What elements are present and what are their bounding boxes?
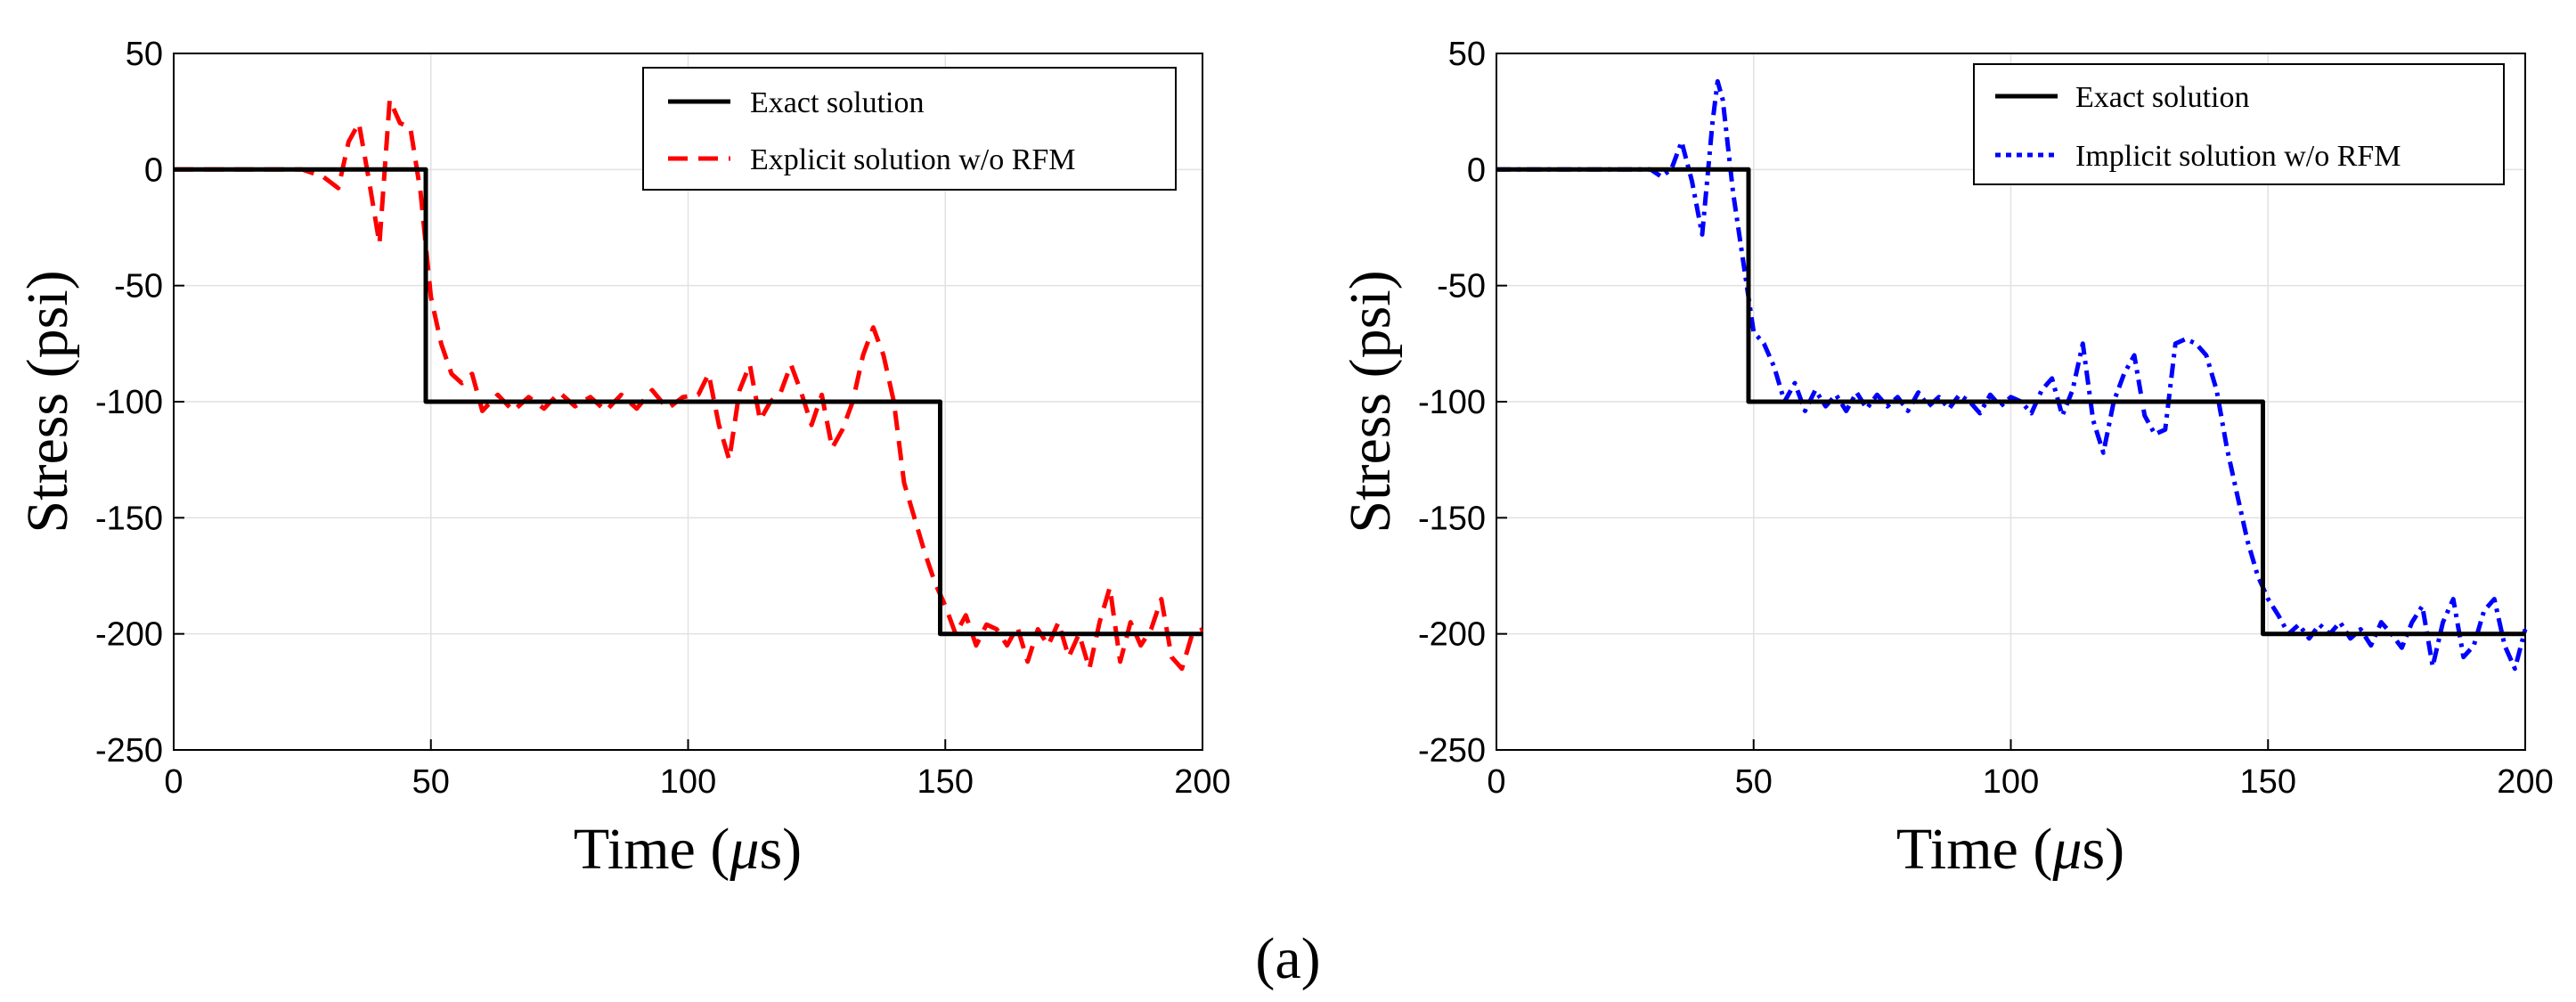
chart-left: 0 50 100 150 200 50 0 -50 -100 -150 -200 -250 Time … [15, 36, 1231, 882]
series-left [174, 97, 1204, 672]
legend-left: Exact solution Explicit solution w/o RFM [642, 67, 1177, 191]
x-axis-label-right: Time (μs) [1896, 817, 2124, 882]
series-line-exact-solution-left [174, 167, 1202, 637]
x-tick-label-left: 200 [1174, 763, 1230, 801]
x-tick-label-right: 0 [1487, 763, 1505, 801]
y-tick-label-right: -250 [1418, 732, 1486, 770]
legend-box-right [1973, 63, 2505, 185]
y-axis-label-left: Stress (psi) [15, 270, 80, 533]
y-tick-label-right: -100 [1418, 384, 1486, 421]
legend-entry-explicit-left: Explicit solution w/o RFM [750, 143, 1076, 176]
y-tick-label-right: -200 [1418, 616, 1486, 654]
y-tick-label-right: 0 [1467, 151, 1486, 189]
y-tick-label-left: 50 [126, 36, 163, 73]
x-tick-label-right: 200 [2497, 763, 2553, 801]
legend-box-left [642, 67, 1177, 191]
ticks-left: 0 50 100 150 200 50 0 -50 -100 -150 -200 -250 [95, 36, 1231, 801]
series-line-exact-solution-right [1496, 167, 2525, 637]
x-axis-label-left: Time (μs) [574, 817, 802, 882]
x-tick-label-left: 50 [412, 763, 450, 801]
x-tick-label-right: 150 [2240, 763, 2296, 801]
series-line-explicit-solution-w-o-rfm-left [174, 97, 1204, 672]
y-tick-label-right: -50 [1437, 268, 1486, 305]
y-tick-label-left: -250 [95, 732, 163, 770]
y-tick-label-left: 0 [144, 151, 163, 189]
x-tick-label-right: 100 [1983, 763, 2039, 801]
x-tick-label-right: 50 [1735, 763, 1773, 801]
figure-caption: (a) [1255, 926, 1320, 991]
y-tick-label-right: -150 [1418, 500, 1486, 537]
y-tick-label-left: -150 [95, 500, 163, 537]
legend-entry-exact-right: Exact solution [2075, 81, 2249, 114]
legend-right: Exact solution Implicit solution w/o RFM [1973, 63, 2505, 185]
chart-right: 0 50 100 150 200 50 0 -50 -100 -150 -200 -250 Time … [1338, 36, 2554, 882]
x-tick-label-left: 100 [660, 763, 716, 801]
legend-entry-exact-left: Exact solution [750, 86, 924, 119]
y-tick-label-right: 50 [1448, 36, 1486, 73]
series-right [1496, 78, 2528, 672]
ticks-right: 0 50 100 150 200 50 0 -50 -100 -150 -200 -250 [1418, 36, 2554, 801]
x-tick-label-left: 0 [164, 763, 183, 801]
y-tick-label-left: -200 [95, 616, 163, 654]
y-axis-label-right: Stress (psi) [1338, 270, 1403, 533]
y-tick-label-left: -100 [95, 384, 163, 421]
legend-entry-implicit-right: Implicit solution w/o RFM [2075, 140, 2401, 173]
x-tick-label-left: 150 [917, 763, 974, 801]
y-tick-label-left: -50 [114, 268, 163, 305]
